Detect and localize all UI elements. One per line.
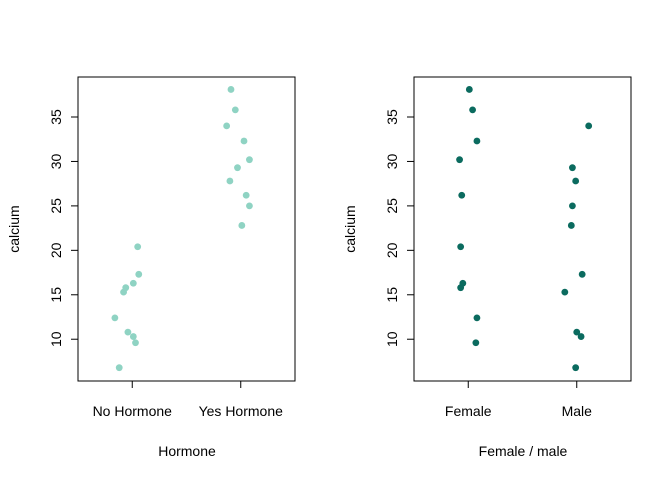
- data-point: [457, 243, 465, 251]
- y-tick-label: 10: [384, 331, 400, 347]
- data-point: [129, 333, 137, 340]
- points-hormone: [111, 86, 253, 372]
- data-point: [577, 333, 585, 340]
- plot-frame-hormone: [77, 76, 296, 382]
- data-point: [473, 137, 481, 145]
- data-point: [111, 314, 119, 322]
- data-point: [115, 364, 123, 372]
- data-point: [578, 270, 586, 278]
- y-axis-title-hormone: calcium: [6, 205, 22, 252]
- data-point: [226, 177, 234, 185]
- data-point: [124, 328, 132, 336]
- y-tick-label: 15: [384, 287, 400, 303]
- x-axis-title-hormone: Hormone: [158, 443, 216, 459]
- data-point: [569, 202, 576, 210]
- data-point: [246, 202, 253, 210]
- y-tick-label: 25: [384, 198, 400, 214]
- y-axis-sex: 10 15 20 25 30 35: [384, 109, 415, 347]
- data-point: [567, 222, 575, 229]
- data-point: [569, 164, 576, 172]
- data-point: [134, 243, 142, 251]
- data-point: [472, 339, 480, 347]
- data-point: [465, 86, 473, 93]
- y-tick-label: 35: [384, 109, 400, 125]
- y-tick-label: 20: [48, 242, 64, 258]
- data-point: [238, 222, 246, 229]
- data-point: [473, 314, 481, 322]
- panel-sex: 10 15 20 25 30 35 Female Male Female / male ca…: [342, 76, 632, 459]
- data-point: [223, 122, 231, 130]
- data-point: [573, 328, 581, 336]
- data-point: [572, 177, 580, 185]
- x-tick-label: Yes Hormone: [199, 403, 284, 419]
- data-point: [561, 288, 569, 296]
- data-point: [132, 339, 139, 347]
- data-point: [572, 364, 580, 372]
- y-axis-title-sex: calcium: [342, 205, 358, 252]
- x-axis-sex: Female Male: [445, 380, 593, 419]
- data-point: [458, 191, 466, 199]
- x-axis-hormone: No Hormone Yes Hormone: [93, 380, 284, 419]
- x-tick-label: Male: [562, 403, 593, 419]
- data-point: [135, 270, 143, 278]
- data-point: [231, 106, 239, 114]
- plot-frame-sex: [413, 76, 632, 382]
- y-tick-label: 15: [48, 287, 64, 303]
- y-tick-label: 30: [48, 153, 64, 169]
- y-tick-label: 25: [48, 198, 64, 214]
- x-axis-title-sex: Female / male: [479, 443, 568, 459]
- data-point: [246, 156, 253, 164]
- data-point: [122, 284, 130, 292]
- y-tick-label: 35: [48, 109, 64, 125]
- data-point: [129, 279, 137, 287]
- panel-hormone: 10 15 20 25 30 35 No Hormone Yes Hormone Hormo…: [6, 76, 296, 459]
- data-point: [242, 191, 250, 199]
- y-tick-label: 20: [384, 242, 400, 258]
- x-tick-label: Female: [445, 403, 492, 419]
- y-axis-hormone: 10 15 20 25 30 35: [48, 109, 79, 347]
- data-point: [459, 279, 467, 287]
- data-point: [585, 122, 593, 130]
- data-point: [240, 137, 248, 145]
- data-point: [227, 86, 235, 93]
- points-sex: [456, 86, 593, 372]
- data-point: [456, 156, 463, 164]
- y-tick-label: 10: [48, 331, 64, 347]
- y-tick-label: 30: [384, 153, 400, 169]
- x-tick-label: No Hormone: [93, 403, 173, 419]
- data-point: [234, 164, 241, 172]
- data-point: [469, 106, 476, 114]
